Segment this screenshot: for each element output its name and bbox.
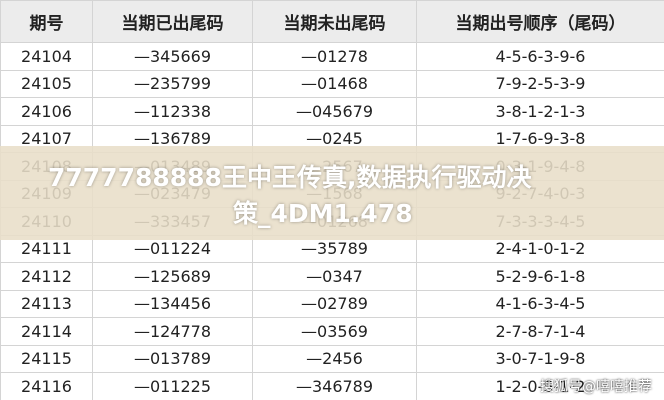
- table-cell: —346789: [252, 372, 417, 400]
- table-row: 24113 —134456 —02789 4-1-6-3-4-5: [0, 289, 664, 318]
- table-row: 24106 —112338 —045679 3-8-1-2-1-3: [0, 97, 664, 126]
- table-cell: —345669: [92, 42, 253, 71]
- table-cell: 24113: [0, 289, 93, 318]
- table-row: 24114 —124778 —03569 2-7-8-7-1-4: [0, 317, 664, 346]
- table-cell: —134456: [92, 289, 253, 318]
- table-cell: —03569: [252, 317, 417, 346]
- watermark: 搜狐号@嘻嘻推荐: [540, 379, 652, 395]
- table-cell: —01278: [252, 42, 417, 71]
- header-cell: 当期已出尾码: [92, 0, 253, 43]
- table-row: 24104 —345669 —01278 4-5-6-3-9-6: [0, 42, 664, 71]
- table-row: 24105 —235799 —01468 7-9-2-5-3-9: [0, 69, 664, 98]
- table-cell: 24114: [0, 317, 93, 346]
- table-cell: 24112: [0, 262, 93, 291]
- table-row: 24115 —013789 —2456 3-0-7-1-9-8: [0, 344, 664, 373]
- table-cell: —011225: [92, 372, 253, 400]
- header-row: 期号 当期已出尾码 当期未出尾码 当期出号顺序（尾码）: [0, 0, 664, 43]
- table-cell: —02789: [252, 289, 417, 318]
- table-cell: 7-9-2-5-3-9: [416, 69, 664, 98]
- header-cell: 当期未出尾码: [252, 0, 417, 43]
- overlay-line: 7777788888王中王传真,数据执行驱动决: [48, 163, 532, 192]
- table-cell: —112338: [92, 97, 253, 126]
- table-cell: —01468: [252, 69, 417, 98]
- table-cell: 24105: [0, 69, 93, 98]
- table-cell: 4-1-6-3-4-5: [416, 289, 664, 318]
- table-cell: 2-7-8-7-1-4: [416, 317, 664, 346]
- table-cell: —013789: [92, 344, 253, 373]
- header-cell: 当期出号顺序（尾码）: [416, 0, 664, 43]
- table-cell: —235799: [92, 69, 253, 98]
- overlay-line: 策_4DM1.478: [233, 199, 413, 228]
- table-cell: —0347: [252, 262, 417, 291]
- table-cell: 24115: [0, 344, 93, 373]
- table-cell: 24116: [0, 372, 93, 400]
- table-row: 24112 —125689 —0347 5-2-9-6-1-8: [0, 262, 664, 291]
- table-cell: 3-8-1-2-1-3: [416, 97, 664, 126]
- overlay-banner: 7777788888王中王传真,数据执行驱动决策_4DM1.478: [0, 146, 664, 240]
- table-cell: —125689: [92, 262, 253, 291]
- table-cell: 24104: [0, 42, 93, 71]
- table-cell: 3-0-7-1-9-8: [416, 344, 664, 373]
- table-cell: 24106: [0, 97, 93, 126]
- table-cell: —045679: [252, 97, 417, 126]
- table-cell: 5-2-9-6-1-8: [416, 262, 664, 291]
- table-cell: 4-5-6-3-9-6: [416, 42, 664, 71]
- table-cell: —124778: [92, 317, 253, 346]
- table-cell: —2456: [252, 344, 417, 373]
- header-cell: 期号: [0, 0, 93, 43]
